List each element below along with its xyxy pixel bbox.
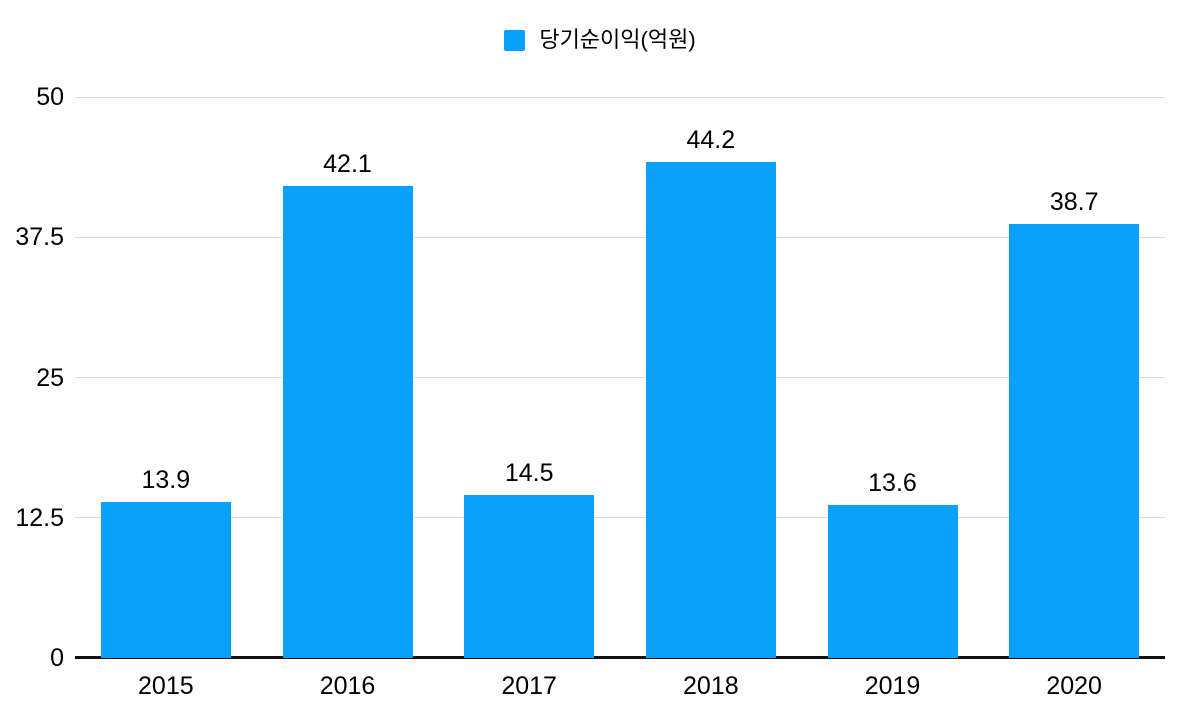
- y-axis-tick-label: 37.5: [15, 223, 64, 252]
- bar-2017: [464, 495, 595, 658]
- x-axis-category-label: 2019: [864, 672, 921, 700]
- x-axis-category-label: 2015: [138, 672, 194, 700]
- x-axis-line: [75, 656, 1165, 659]
- x-axis-category-label: 2018: [683, 672, 739, 700]
- bar-2019: [827, 505, 958, 658]
- bar-2018: [645, 162, 776, 658]
- gridline: [75, 96, 1165, 98]
- legend-swatch: [504, 29, 526, 51]
- bar-value-label: 38.7: [1049, 187, 1099, 216]
- gridline: [75, 377, 1165, 378]
- bar-value-label: 13.9: [141, 466, 191, 495]
- y-axis-tick-label: 25: [36, 363, 64, 392]
- bar-value-label: 14.5: [504, 459, 554, 488]
- legend: 당기순이익(억원): [0, 26, 1200, 54]
- bar-value-label: 42.1: [323, 149, 372, 178]
- x-axis-category-label: 2020: [1046, 672, 1102, 700]
- x-axis-category-label: 2017: [501, 672, 557, 700]
- bar-value-label: 44.2: [686, 126, 736, 155]
- bar-2016: [282, 185, 413, 658]
- legend-label: 당기순이익(억원): [539, 27, 696, 52]
- gridline: [75, 236, 1165, 238]
- bar-2015: [100, 502, 231, 658]
- gridline: [75, 517, 1165, 519]
- y-axis-tick-label: 12.5: [15, 503, 64, 532]
- y-axis-tick-label: 0: [50, 644, 64, 672]
- bar-value-label: 13.6: [868, 469, 917, 498]
- y-axis-tick-label: 50: [36, 83, 64, 111]
- x-axis-category-label: 2016: [319, 672, 376, 700]
- bar-2020: [1009, 223, 1140, 658]
